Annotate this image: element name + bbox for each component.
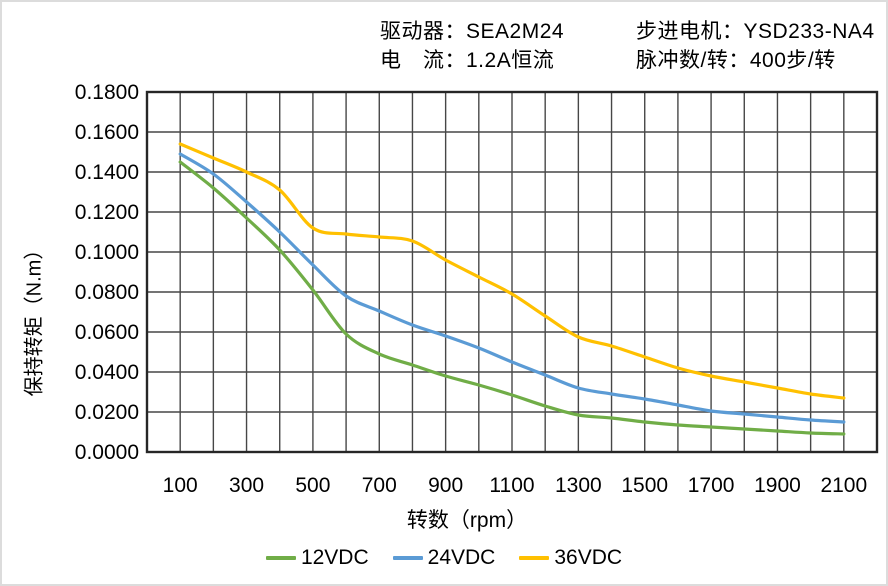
plot-border [145, 90, 879, 454]
pulses-spec-label: 脉冲数/转：400步/转 [636, 49, 836, 72]
torque-speed-chart: 0.0000 0.0200 0.0400 0.0600 0.0800 0.1000 0.12… [75, 81, 879, 497]
x-tick-label: 500 [295, 474, 330, 497]
legend-label-36vdc: 36VDC [554, 546, 623, 569]
motor-spec-label: 步进电机：YSD233-NA4 [636, 20, 875, 43]
legend-line-swatch-36vdc [519, 556, 550, 560]
x-tick-label: 100 [163, 474, 198, 497]
y-tick-label: 0.0600 [75, 321, 139, 344]
x-tick-label: 1700 [688, 474, 735, 497]
x-tick-label: 1100 [489, 474, 534, 497]
y-tick-label: 0.0000 [75, 441, 139, 464]
x-tick-label: 1300 [555, 474, 602, 497]
y-tick-label: 0.1600 [75, 121, 139, 144]
y-tick-label: 0.1800 [75, 81, 139, 104]
x-tick-label: 1900 [754, 474, 801, 497]
legend-line-swatch-24vdc [392, 556, 423, 560]
current-spec-label: 电 流：1.2A恒流 [380, 49, 555, 72]
series-curve-24vdc [178, 152, 846, 424]
y-tick-label: 0.1200 [75, 201, 139, 224]
x-tick-label: 2100 [820, 474, 867, 497]
y-tick-label: 0.0400 [75, 361, 139, 384]
x-axis-title: 转数（rpm） [406, 509, 528, 532]
series-curve-36vdc [178, 142, 846, 400]
legend-label-24vdc: 24VDC [427, 546, 496, 569]
x-tick-label: 700 [362, 474, 397, 497]
legend-label-12vdc: 12VDC [300, 546, 369, 569]
y-tick-label: 0.0800 [75, 281, 139, 304]
y-tick-label: 0.1400 [75, 161, 139, 184]
legend-line-swatch-12vdc [265, 556, 296, 560]
chart-legend: 12VDC 24VDC 36VDC [2, 546, 886, 570]
legend-item-24vdc: 24VDC [392, 546, 496, 570]
y-tick-label: 0.0200 [75, 401, 139, 424]
x-tick-label: 300 [229, 474, 264, 497]
x-tick-label: 1500 [621, 474, 668, 497]
y-axis-title: 保持转矩（N.m） [23, 239, 46, 397]
driver-spec-label: 驱动器：SEA2M24 [380, 20, 565, 43]
series-curve-12vdc [178, 160, 846, 436]
legend-item-12vdc: 12VDC [265, 546, 369, 570]
y-tick-label: 0.1000 [75, 241, 139, 264]
legend-item-36vdc: 36VDC [519, 546, 622, 570]
x-tick-label: 900 [428, 474, 463, 497]
